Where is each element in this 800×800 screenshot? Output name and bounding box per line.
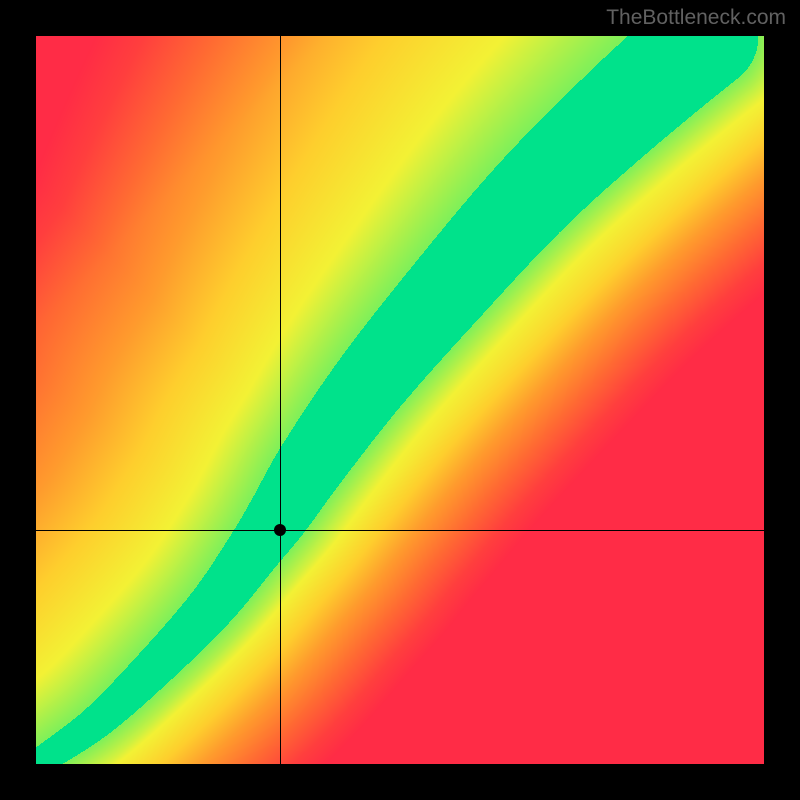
watermark: TheBottleneck.com [606, 6, 786, 30]
heatmap-plot [36, 36, 764, 764]
marker-dot [274, 524, 286, 536]
crosshair-vertical [280, 36, 281, 764]
crosshair-horizontal [36, 530, 764, 531]
heatmap-canvas [36, 36, 764, 764]
